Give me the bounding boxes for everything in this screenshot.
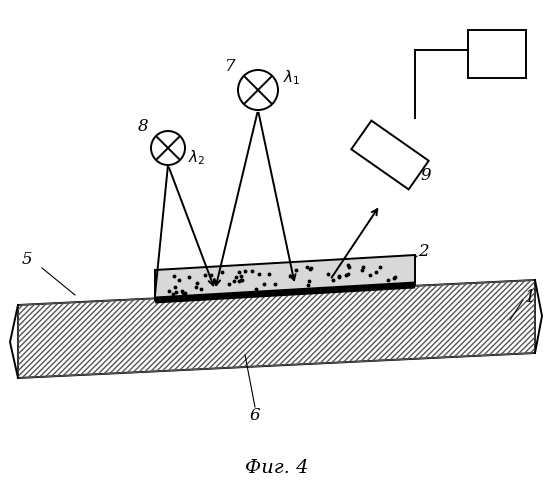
Text: 9: 9: [420, 167, 431, 184]
Text: Фиг. 4: Фиг. 4: [245, 459, 308, 477]
Text: 7: 7: [225, 57, 236, 74]
Polygon shape: [351, 121, 429, 190]
Polygon shape: [18, 280, 535, 378]
Text: 5: 5: [22, 251, 33, 268]
Polygon shape: [155, 255, 415, 300]
Text: $\lambda_1$: $\lambda_1$: [283, 69, 300, 87]
Text: 8: 8: [138, 117, 148, 135]
Text: 1: 1: [525, 289, 536, 306]
Text: 6: 6: [250, 407, 260, 424]
Polygon shape: [468, 30, 526, 78]
Text: $\lambda_2$: $\lambda_2$: [188, 149, 205, 167]
Text: 10: 10: [490, 43, 512, 60]
Text: 2: 2: [418, 244, 429, 260]
